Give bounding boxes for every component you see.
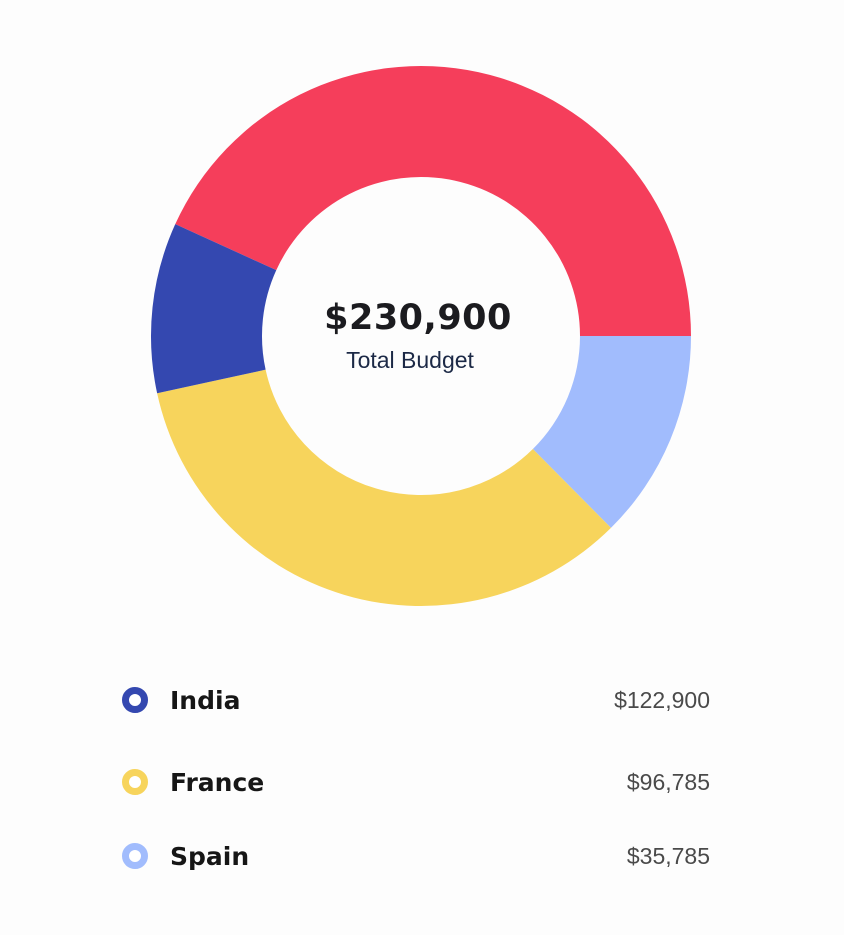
legend-label: India (170, 686, 241, 715)
legend-item-france: France $96,785 (120, 762, 710, 802)
legend-item-india: India $122,900 (120, 680, 710, 720)
donut-svg (151, 65, 691, 606)
donut-slice-france (157, 369, 611, 606)
legend-amount: $96,785 (626, 769, 710, 795)
legend-item-spain: Spain $35,785 (120, 836, 710, 876)
donut-slice-spain (532, 336, 691, 528)
legend-label: France (170, 768, 265, 797)
donut-slice-india (175, 65, 691, 337)
donut-slice-other (151, 224, 277, 394)
legend-label: Spain (170, 842, 250, 871)
legend-marker-france (122, 769, 148, 795)
total-budget-value: $230,900 (324, 298, 512, 338)
donut-chart: $230,900 Total Budget (151, 65, 691, 606)
legend-marker-spain (122, 843, 148, 869)
legend-marker-india (122, 687, 148, 713)
legend-amount: $35,785 (626, 843, 710, 869)
total-budget-label: Total Budget (346, 347, 474, 373)
legend-amount: $122,900 (614, 687, 710, 713)
